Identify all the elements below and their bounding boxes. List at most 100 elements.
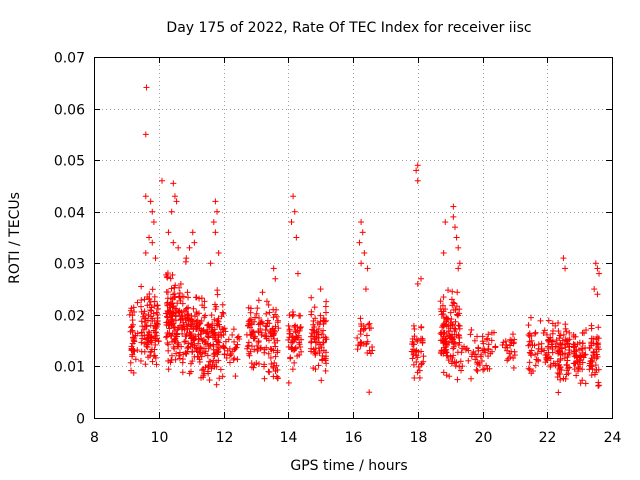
data-point [363,332,370,339]
data-point [214,208,221,215]
data-point [560,255,567,262]
x-tick-label: 16 [345,430,363,446]
data-point [479,366,486,373]
data-point [290,193,297,200]
data-point [557,357,564,364]
data-point [409,355,416,362]
data-point [588,335,595,342]
data-point [320,347,327,354]
data-point [413,347,420,354]
data-point [355,342,362,349]
data-point [572,360,579,367]
data-point [487,350,494,357]
data-point [265,350,272,357]
data-point [138,339,145,346]
data-point [201,314,208,321]
data-point [212,306,219,313]
data-point [451,328,458,335]
data-point [359,229,366,236]
y-tick-label: 0.04 [54,206,85,222]
data-point [573,353,580,360]
data-point [141,323,148,330]
data-point [165,347,172,354]
data-point [201,370,208,377]
data-point [146,301,153,308]
data-point [366,389,373,396]
data-point [576,357,583,364]
data-point [357,331,364,338]
data-point [456,363,463,370]
data-point [231,346,238,353]
data-point [173,331,180,338]
data-point [367,350,374,357]
data-point [310,333,317,340]
data-point [132,356,139,363]
data-point [130,369,137,376]
data-point [445,287,452,294]
data-point [481,366,488,373]
data-point [216,375,223,382]
data-point [274,317,281,324]
data-point [273,306,280,313]
data-point [310,365,317,372]
data-point [229,331,236,338]
data-point [214,287,221,294]
data-point [178,326,185,333]
data-point [564,365,571,372]
data-point [364,265,371,272]
data-point [199,349,206,356]
data-point [317,341,324,348]
data-point [465,357,472,364]
data-point [445,357,452,364]
data-point [266,369,273,376]
data-point [138,348,145,355]
data-point [171,193,178,200]
data-point [573,372,580,379]
data-point [189,348,196,355]
data-point [562,265,569,272]
data-point [246,352,253,359]
data-point [254,342,261,349]
data-point [439,337,446,344]
data-point [322,367,329,374]
data-point [311,304,318,311]
data-point [190,336,197,343]
data-point [592,362,599,369]
data-point [131,308,138,315]
data-point [178,309,185,316]
data-point [565,370,572,377]
data-point [414,162,421,169]
data-point [323,317,330,324]
data-point [547,362,554,369]
data-point [263,344,270,351]
data-point [214,349,221,356]
data-point [417,335,424,342]
data-point [420,353,427,360]
data-point [152,324,159,331]
data-point [148,348,155,355]
data-point [532,329,539,336]
data-point [452,362,459,369]
data-point [262,327,269,334]
data-point [206,358,213,365]
data-point [446,373,453,380]
data-point [248,343,255,350]
data-point [322,357,329,364]
data-point [207,260,214,267]
data-point [172,310,179,317]
x-tick-label: 14 [280,430,298,446]
data-point [439,324,446,331]
data-point [450,213,457,220]
data-point [504,347,511,354]
data-point [452,306,459,313]
data-point [220,344,227,351]
data-point [247,305,254,312]
data-point [149,239,156,246]
data-point [155,305,162,312]
data-point [184,289,191,296]
data-point [547,355,554,362]
data-point [364,349,371,356]
data-point [537,317,544,324]
data-point [141,296,148,303]
